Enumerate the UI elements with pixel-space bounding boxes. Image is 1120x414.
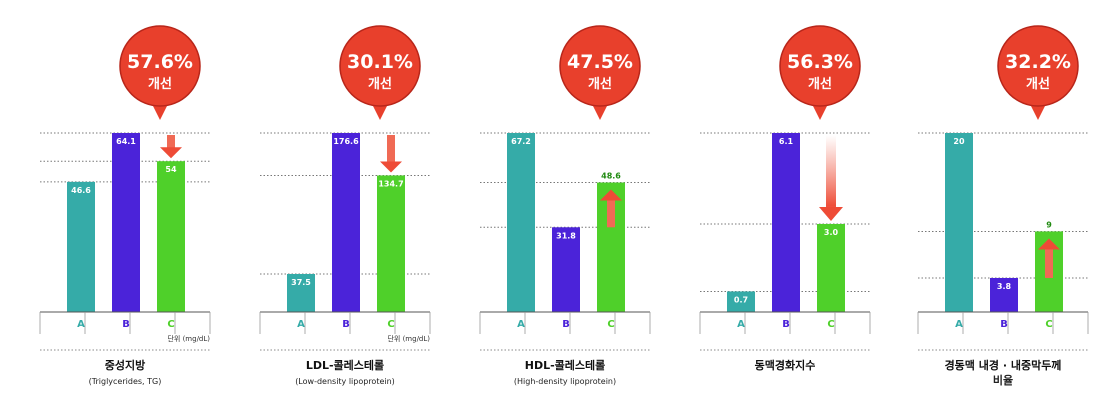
up-arrow-shaft (1045, 248, 1053, 278)
badge-circle (559, 25, 641, 107)
chart-subtitle: (Low-density lipoprotein) (295, 377, 395, 386)
bar-a (507, 133, 535, 312)
up-arrow-head (600, 189, 622, 201)
data-label: 54 (165, 165, 177, 174)
category-label: C (167, 319, 174, 330)
data-label: 64.1 (116, 137, 136, 146)
badge-text: 개선 (1026, 76, 1050, 92)
category-label: A (955, 319, 963, 330)
unit-label: 단위 (mg/dL) (387, 334, 430, 343)
chart-title: 동맥경화지수 (755, 358, 816, 372)
bar-a (287, 273, 315, 312)
data-label: 37.5 (291, 278, 311, 287)
category-label: B (342, 319, 350, 330)
data-label: 46.6 (71, 186, 91, 195)
bar-b (112, 133, 140, 312)
down-arrow-head (380, 161, 402, 173)
improvement-badge: 57.6% 개선 (119, 25, 201, 120)
bar-a (945, 133, 973, 312)
chart-title: 경동맥 내경 · 내중막두께 (945, 358, 1062, 372)
down-arrow-shaft (387, 135, 395, 163)
badge-text: 개선 (588, 76, 612, 92)
bar-a (67, 181, 95, 312)
badge-circle (119, 25, 201, 107)
up-arrow-shaft (607, 199, 615, 228)
category-label: B (1000, 319, 1008, 330)
badge-text: 개선 (148, 76, 172, 92)
bar-b (552, 227, 580, 312)
badge-percent: 30.1% (347, 51, 413, 73)
bar-c (377, 175, 405, 312)
bar-a (727, 291, 755, 312)
category-label: C (387, 319, 394, 330)
chart-title: 중성지방 (105, 358, 145, 372)
down-arrow-head (160, 147, 182, 159)
badge-percent: 32.2% (1005, 51, 1071, 73)
unit-label: 단위 (mg/dL) (167, 334, 210, 343)
data-label: 3.8 (997, 282, 1012, 291)
category-label: A (77, 319, 85, 330)
data-label: 31.8 (556, 231, 576, 240)
bar-c (157, 161, 185, 312)
data-label: 48.6 (601, 172, 621, 181)
badge-circle (339, 25, 421, 107)
chart-title: HDL-콜레스테롤 (525, 358, 606, 372)
category-label: C (827, 319, 834, 330)
improvement-badge: 30.1% 개선 (339, 25, 421, 120)
data-label: 9 (1046, 220, 1052, 229)
category-label: B (782, 319, 790, 330)
category-label: A (297, 319, 305, 330)
badge-circle (997, 25, 1079, 107)
category-label: B (562, 319, 570, 330)
improvement-badge: 56.3% 개선 (779, 25, 861, 120)
chart-panel-3: 67.2 31.8 48.6 A B C HDL-콜레스테롤 (High-density li… (479, 25, 651, 386)
data-label: 176.6 (333, 137, 359, 146)
category-label: C (607, 319, 614, 330)
down-arrow-head (819, 206, 843, 221)
data-label: 134.7 (378, 179, 403, 188)
data-label: 3.0 (824, 228, 839, 237)
bar-c (817, 223, 845, 312)
badge-percent: 56.3% (787, 51, 853, 73)
down-arrow-shaft (167, 135, 175, 149)
bar-b (332, 133, 360, 312)
chart-subtitle: (Triglycerides, TG) (89, 377, 162, 386)
chart-panel-4: 0.7 6.1 3.0 A B C 동맥경화지수 56.3% 개선 (699, 25, 871, 372)
data-label: 67.2 (511, 137, 531, 146)
down-arrow-shaft (826, 135, 836, 207)
category-label: A (737, 319, 745, 330)
up-arrow-head (1038, 238, 1060, 250)
badge-text: 개선 (808, 76, 832, 92)
data-label: 6.1 (779, 137, 794, 146)
chart-subtitle: (High-density lipoprotein) (514, 377, 616, 386)
improvement-badge: 47.5% 개선 (559, 25, 641, 120)
data-label: 20 (953, 137, 965, 146)
bar-b (772, 133, 800, 312)
improvement-badge: 32.2% 개선 (997, 25, 1079, 120)
data-label: 0.7 (734, 295, 748, 304)
badge-text: 개선 (368, 76, 392, 92)
chart-title: LDL-콜레스테롤 (306, 358, 384, 372)
category-label: C (1045, 319, 1052, 330)
badge-circle (779, 25, 861, 107)
badge-percent: 57.6% (127, 51, 193, 73)
chart-panel-2: 37.5 176.6 134.7 A B C 단위 (mg/dL) LDL-콜레스테롤 (Low… (259, 25, 431, 386)
bar-b (990, 277, 1018, 312)
category-label: A (517, 319, 525, 330)
category-label: B (122, 319, 130, 330)
badge-percent: 47.5% (567, 51, 633, 73)
chart-panel-1: 46.6 64.1 54 A B C 단위 (mg/dL) 중성지방 (Triglyceride… (39, 25, 211, 386)
chart-subtitle: 비율 (993, 373, 1013, 387)
